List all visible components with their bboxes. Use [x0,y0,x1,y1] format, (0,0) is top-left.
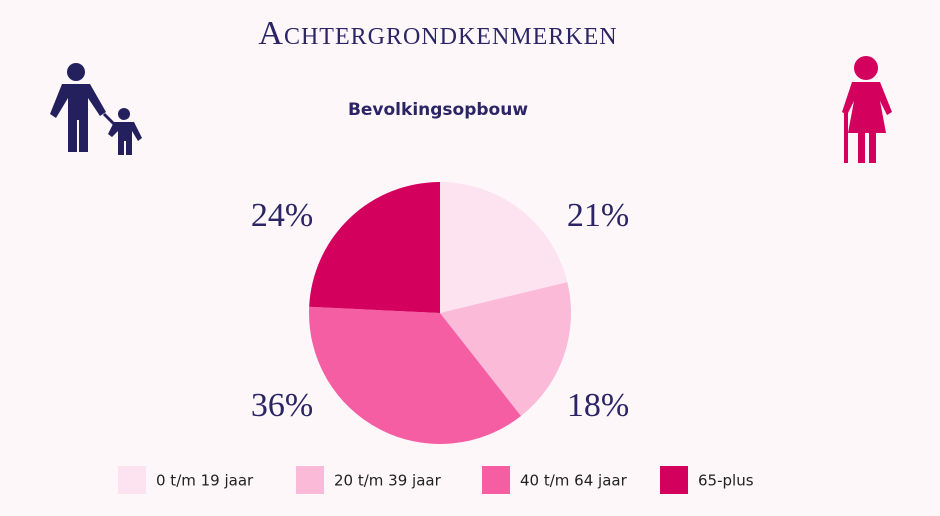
data-label: 21% [567,197,629,234]
page-title: Achtergrondkenmerken [258,15,617,52]
pie-slice [309,306,521,445]
legend-label: 65-plus [698,472,754,490]
pie-slice [440,282,571,416]
legend-swatch [482,466,510,494]
legend-swatch [118,466,146,494]
elderly-icon [842,56,892,163]
pie-slice [440,182,568,313]
legend-swatch [660,466,688,494]
parent-child-icon [50,63,142,155]
legend-swatch [296,466,324,494]
data-label: 36% [251,387,313,424]
legend-label: 0 t/m 19 jaar [156,472,254,490]
data-label: 18% [567,387,629,424]
data-label: 24% [251,197,313,234]
pie-slice [309,182,440,313]
legend-label: 40 t/m 64 jaar [520,472,628,490]
chart-title: Bevolkingsopbouw [348,100,528,120]
legend-label: 20 t/m 39 jaar [334,472,442,490]
